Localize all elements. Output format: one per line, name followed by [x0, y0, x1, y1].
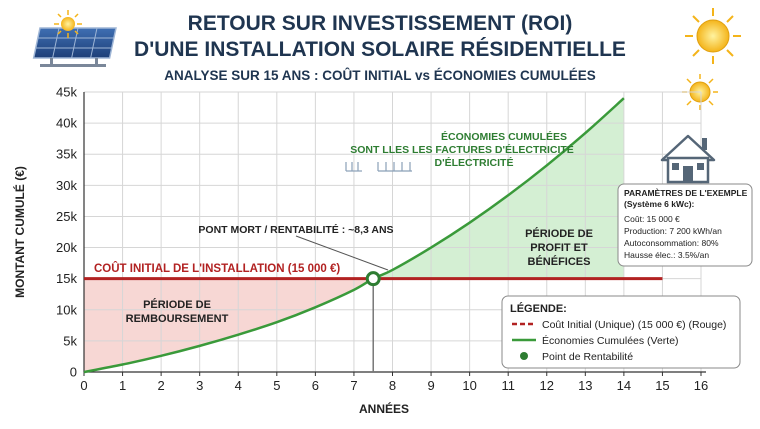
legend-title: LÉGENDE: — [510, 302, 567, 315]
profit-label-line-3: BÉNÉFICES — [528, 255, 591, 268]
x-tick-label: 8 — [389, 378, 396, 393]
savings-label-line-1: ÉCONOMIES CUMULÉES — [441, 130, 567, 143]
params-title-line-2: (Système 6 kWc): — [624, 199, 695, 209]
legend-item-savings: Économies Cumulées (Verte) — [542, 334, 679, 347]
x-axis-ticks: 0 1 2 3 4 5 6 7 8 9 10 11 12 13 14 15 16 — [80, 372, 708, 393]
title-line-2: D'UNE INSTALLATION SOLAIRE RÉSIDENTIELLE — [134, 38, 626, 61]
y-tick-label: 45k — [56, 85, 77, 100]
repayment-label-line-1: PÉRIODE DE — [143, 298, 211, 311]
x-tick-label: 7 — [350, 378, 357, 393]
y-tick-label: 25k — [56, 209, 77, 224]
param-electricity-increase: Hausse élec.: 3.5%/an — [624, 250, 709, 260]
bill-stack-icon — [345, 162, 412, 172]
x-tick-label: 1 — [119, 378, 126, 393]
profit-label-line-1: PÉRIODE DE — [525, 227, 593, 240]
x-tick-label: 3 — [196, 378, 203, 393]
x-tick-label: 16 — [694, 378, 708, 393]
x-tick-label: 9 — [427, 378, 434, 393]
y-tick-label: 20k — [56, 240, 77, 255]
y-tick-label: 30k — [56, 178, 77, 193]
house-icon — [660, 134, 716, 184]
legend-item-breakeven: Point de Rentabilité — [542, 351, 633, 363]
breakeven-marker — [365, 271, 381, 287]
y-tick-label: 40k — [56, 116, 77, 131]
cost-line-label: COÛT INITIAL DE L'INSTALLATION (15 000 €… — [94, 262, 340, 275]
solar-panel-icon — [32, 27, 117, 67]
x-tick-label: 0 — [80, 378, 87, 393]
y-tick-label: 5k — [63, 333, 77, 348]
x-tick-label: 5 — [273, 378, 280, 393]
profit-label-line-2: PROFIT ET — [530, 242, 588, 254]
parameters-box: PARAMÈTRES DE L'EXEMPLE (Système 6 kWc):… — [617, 183, 753, 267]
y-axis-ticks: 0 5k 10k 15k 20k 25k 30k 35k 40k 45k — [56, 85, 77, 380]
x-tick-label: 6 — [312, 378, 319, 393]
x-tick-label: 11 — [501, 378, 515, 393]
profit-period-area — [373, 98, 624, 279]
legend: LÉGENDE: Coût Initial (Unique) (15 000 €… — [501, 295, 741, 369]
savings-label-line-3: D'ÉLECTRICITÉ — [435, 156, 514, 169]
y-tick-label: 15k — [56, 271, 77, 286]
param-self-consumption: Autoconsommation: 80% — [624, 238, 719, 248]
param-cost: Coût: 15 000 € — [624, 214, 680, 224]
x-tick-label: 2 — [158, 378, 165, 393]
savings-label-line-2: SONT LLES LES FACTURES D'ÉLECTRICITÉ — [350, 143, 574, 156]
sun-icon-large — [685, 8, 741, 64]
savings-line — [83, 97, 625, 374]
y-tick-label: 35k — [56, 147, 77, 162]
x-tick-label: 13 — [578, 378, 592, 393]
y-tick-label: 10k — [56, 302, 77, 317]
breakeven-callout-line — [295, 235, 389, 271]
repayment-label-line-2: REMBOURSEMENT — [126, 313, 229, 325]
sun-icon-small — [54, 10, 82, 38]
x-tick-label: 15 — [655, 378, 669, 393]
y-tick-label: 0 — [70, 365, 77, 380]
y-axis-label: MONTANT CUMULÉ (€) — [12, 166, 27, 298]
x-tick-label: 14 — [617, 378, 631, 393]
x-axis-label: ANNÉES — [359, 401, 409, 416]
x-tick-label: 10 — [462, 378, 476, 393]
x-tick-label: 12 — [540, 378, 554, 393]
repayment-period-area — [84, 278, 374, 372]
legend-breakeven-swatch — [520, 352, 528, 360]
params-title-line-1: PARAMÈTRES DE L'EXEMPLE — [624, 188, 748, 198]
breakeven-label: PONT MORT / RENTABILITÉ : ~8,3 ANS — [198, 223, 393, 236]
param-production: Production: 7 200 kWh/an — [624, 226, 722, 236]
x-tick-label: 4 — [235, 378, 242, 393]
legend-item-cost: Coût Initial (Unique) (15 000 €) (Rouge) — [542, 319, 726, 331]
title-line-1: RETOUR SUR INVESTISSEMENT (ROI) — [188, 12, 573, 35]
chart-subtitle: ANALYSE SUR 15 ANS : COÛT INITIAL vs ÉCO… — [164, 68, 596, 83]
